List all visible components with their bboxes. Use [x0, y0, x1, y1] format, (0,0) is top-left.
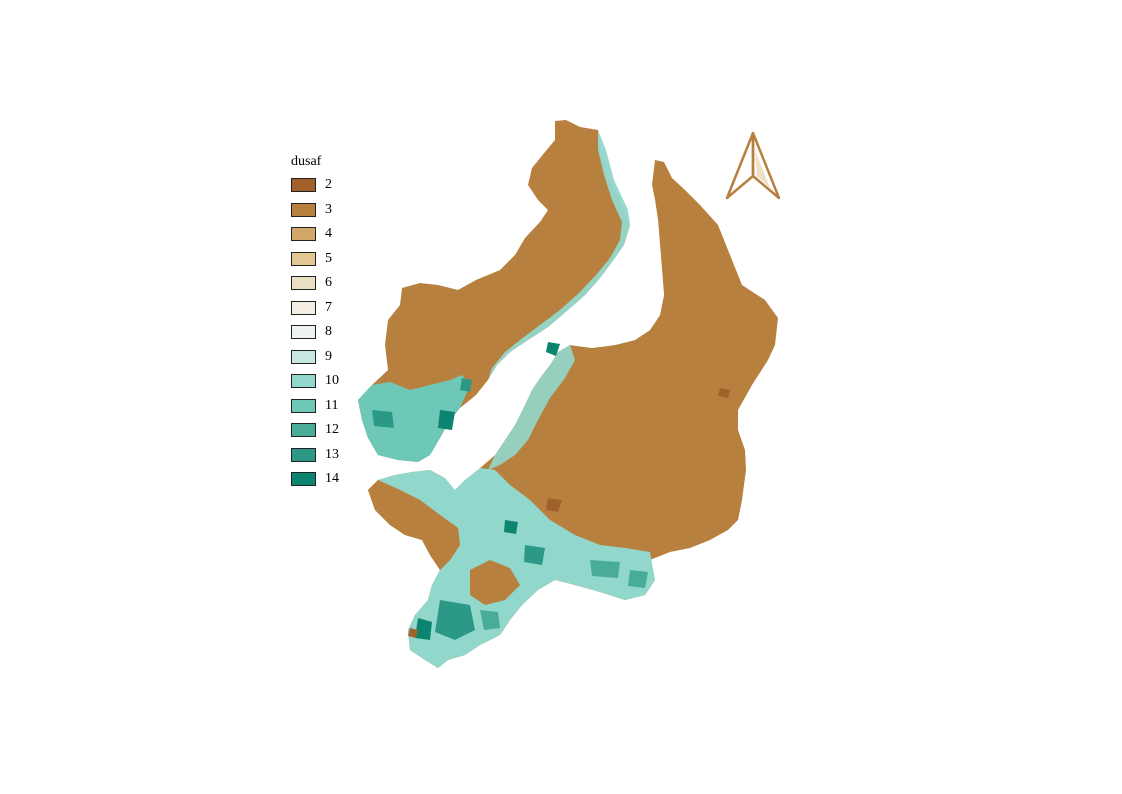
legend-swatch	[291, 447, 316, 462]
map-legend: dusaf 2 3 4 5 6 7 8 9 10 11 12 13 14	[291, 153, 339, 492]
legend-item: 5	[291, 247, 339, 272]
legend-swatch	[291, 202, 316, 217]
dense-patch	[372, 410, 394, 428]
legend-item: 10	[291, 369, 339, 394]
legend-label: 7	[325, 299, 332, 315]
terrain-patch	[408, 628, 418, 638]
legend-swatch	[291, 276, 316, 291]
dense-patch	[628, 570, 648, 588]
terrain-patch	[718, 388, 730, 398]
legend-label: 10	[325, 373, 339, 389]
legend-label: 3	[325, 201, 332, 217]
legend-swatch	[291, 472, 316, 487]
legend-items: 2 3 4 5 6 7 8 9 10 11 12 13 14	[291, 173, 339, 492]
legend-swatch	[291, 398, 316, 413]
dense-patch	[435, 600, 475, 640]
dense-patch	[480, 610, 500, 630]
legend-swatch	[291, 423, 316, 438]
urban-east-shore	[488, 345, 575, 470]
legend-label: 4	[325, 226, 332, 242]
terrain-south-spur	[368, 480, 460, 570]
legend-item: 2	[291, 173, 339, 198]
legend-label: 6	[325, 275, 332, 291]
lake-upper-arm	[552, 185, 664, 352]
legend-swatch	[291, 349, 316, 364]
legend-item: 9	[291, 345, 339, 370]
legend-item: 8	[291, 320, 339, 345]
legend-title: dusaf	[291, 154, 322, 169]
legend-item: 14	[291, 467, 339, 492]
north-arrow-icon	[725, 131, 781, 200]
dense-urban-patches	[372, 342, 648, 640]
legend-item: 6	[291, 271, 339, 296]
legend-swatch	[291, 300, 316, 315]
legend-item: 3	[291, 198, 339, 223]
legend-label: 14	[325, 471, 339, 487]
legend-label: 12	[325, 422, 339, 438]
dense-patch	[460, 378, 472, 392]
terrain-south-hill	[470, 560, 520, 605]
darker-terrain-patches	[408, 388, 730, 638]
legend-swatch	[291, 178, 316, 193]
legend-label: 8	[325, 324, 332, 340]
lake-lower-arm	[438, 345, 558, 510]
terrain-patch	[546, 498, 562, 512]
dense-patch	[524, 545, 545, 565]
dense-patch	[438, 410, 455, 430]
legend-item: 7	[291, 296, 339, 321]
dense-patch	[590, 560, 620, 578]
legend-label: 11	[325, 397, 339, 413]
dense-patch	[504, 520, 518, 534]
dense-patch	[415, 618, 432, 640]
dense-patch	[546, 342, 560, 356]
western-landmass	[358, 120, 630, 462]
legend-label: 9	[325, 348, 332, 364]
legend-label: 2	[325, 177, 332, 193]
legend-item: 12	[291, 418, 339, 443]
legend-swatch	[291, 374, 316, 389]
urban-west-valley	[358, 375, 470, 462]
legend-item: 4	[291, 222, 339, 247]
legend-item: 13	[291, 443, 339, 468]
legend-swatch	[291, 251, 316, 266]
legend-swatch	[291, 227, 316, 242]
legend-label: 5	[325, 250, 332, 266]
lake-area	[438, 185, 664, 510]
legend-label: 13	[325, 446, 339, 462]
legend-item: 11	[291, 394, 339, 419]
legend-swatch	[291, 325, 316, 340]
